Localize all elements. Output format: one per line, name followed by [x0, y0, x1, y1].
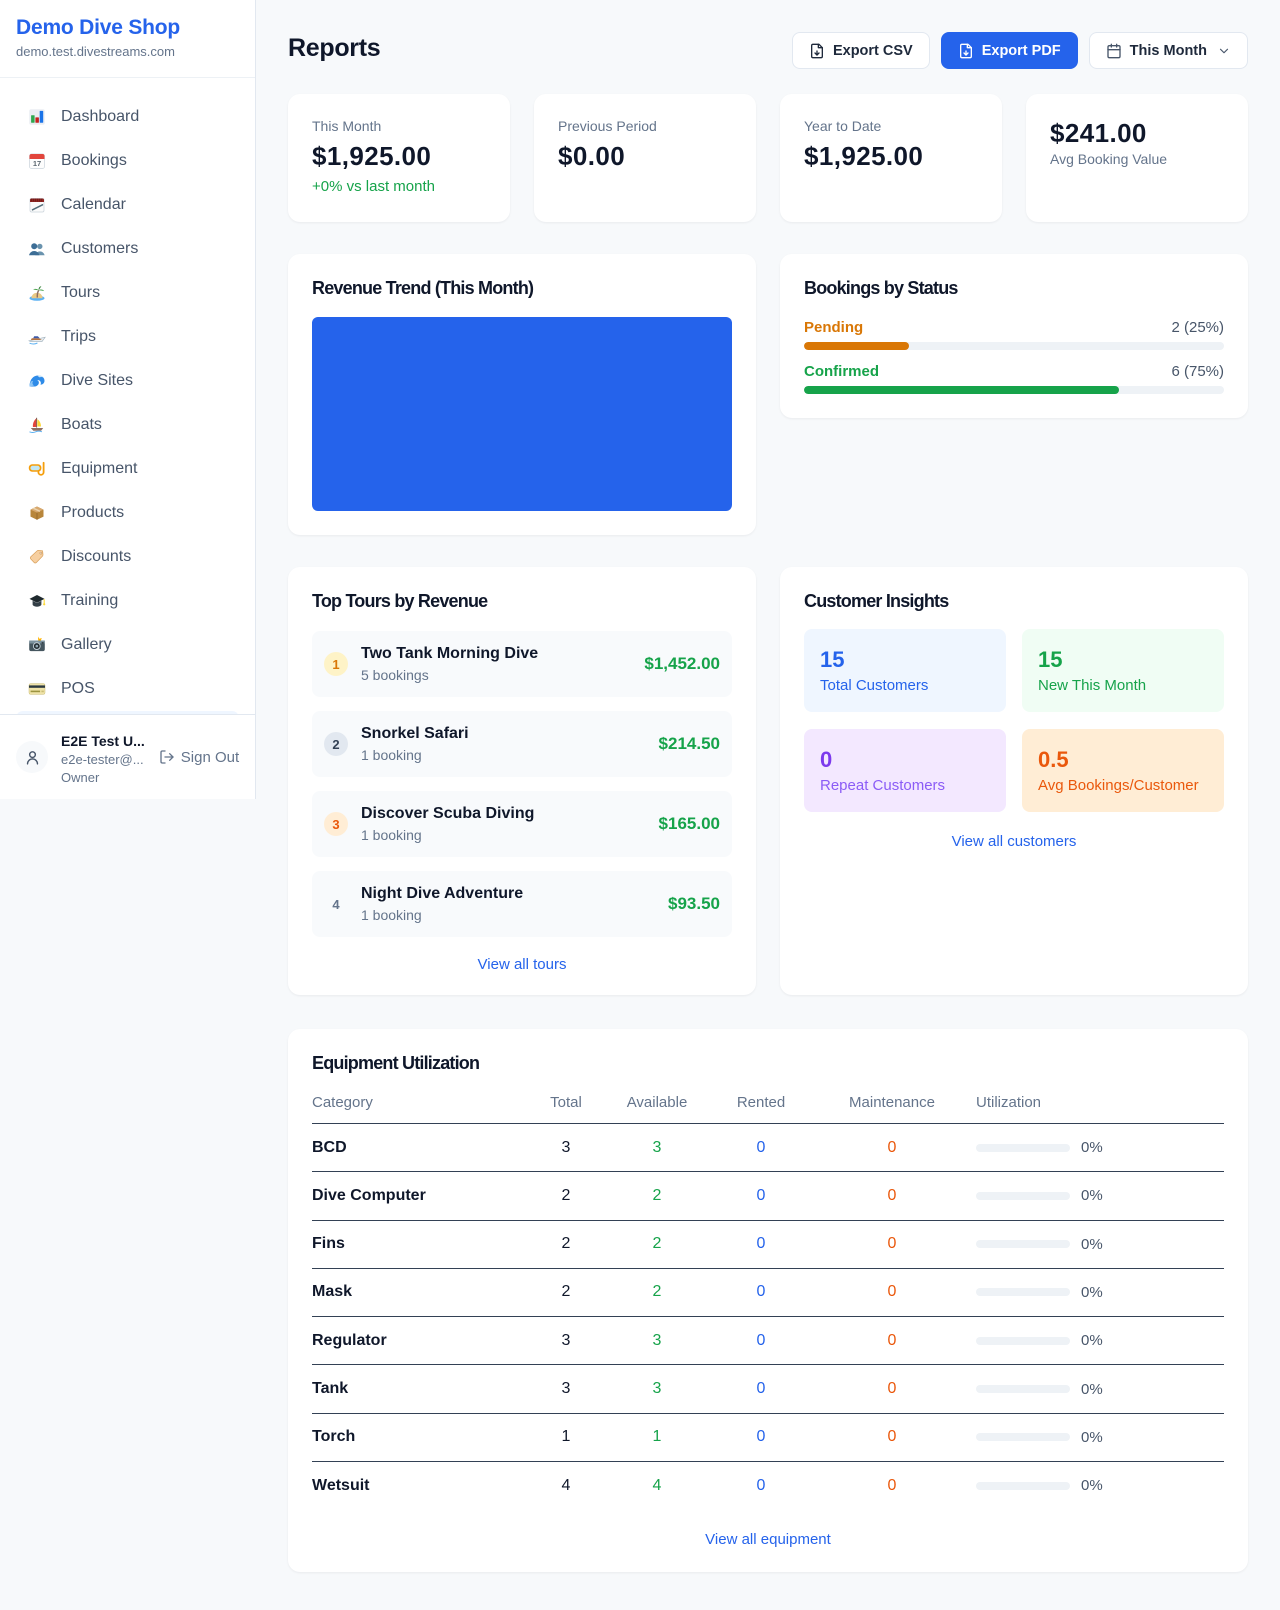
- svg-text:17: 17: [33, 159, 41, 168]
